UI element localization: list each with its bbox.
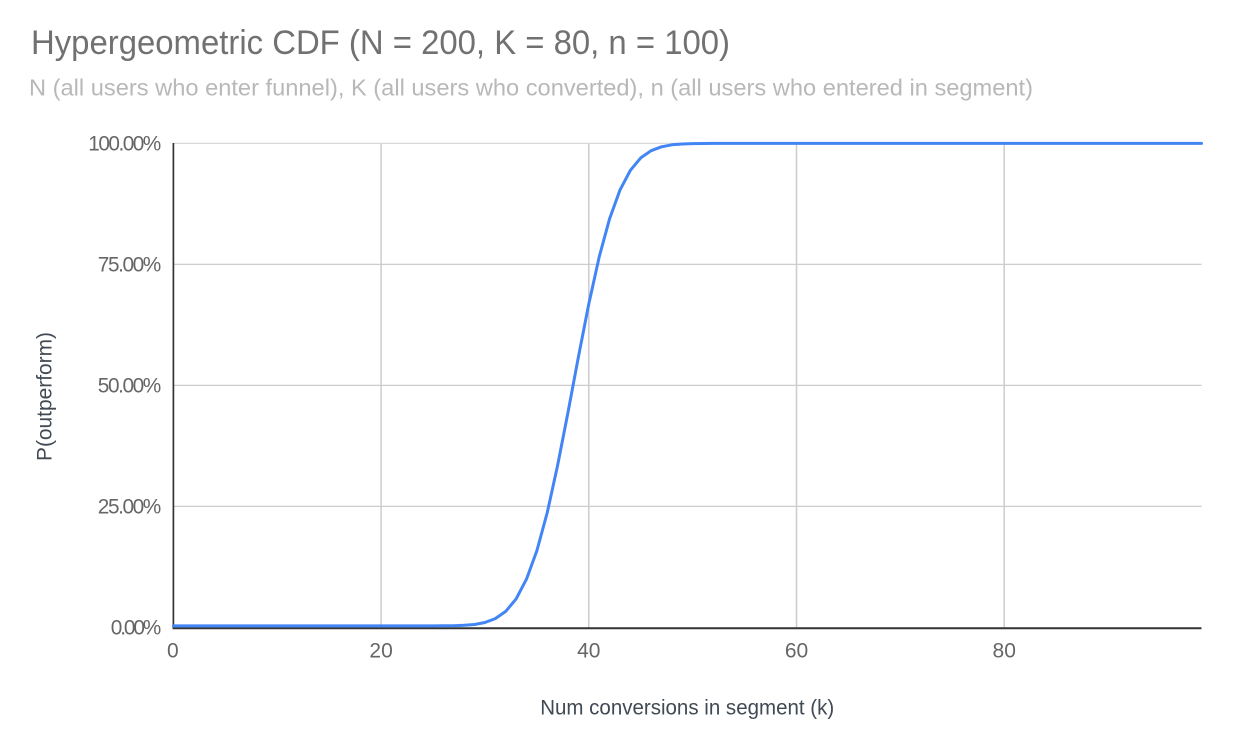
svg-text:75.00%: 75.00% bbox=[98, 254, 162, 277]
svg-text:P(outperform): P(outperform) bbox=[33, 332, 57, 461]
svg-text:N (all users who enter funnel): N (all users who enter funnel), K (all u… bbox=[29, 74, 1033, 100]
svg-text:80: 80 bbox=[993, 640, 1016, 663]
svg-text:25.00%: 25.00% bbox=[98, 496, 162, 519]
svg-text:20: 20 bbox=[369, 640, 392, 663]
svg-text:50.00%: 50.00% bbox=[98, 375, 162, 398]
svg-text:60: 60 bbox=[785, 640, 808, 663]
svg-text:0.00%: 0.00% bbox=[111, 617, 162, 640]
svg-text:40: 40 bbox=[577, 640, 600, 663]
svg-text:0: 0 bbox=[167, 640, 179, 663]
svg-text:100.00%: 100.00% bbox=[88, 133, 161, 156]
svg-text:Num conversions in segment (k): Num conversions in segment (k) bbox=[540, 696, 834, 720]
svg-text:Hypergeometric CDF (N = 200, K: Hypergeometric CDF (N = 200, K = 80, n =… bbox=[31, 24, 730, 62]
